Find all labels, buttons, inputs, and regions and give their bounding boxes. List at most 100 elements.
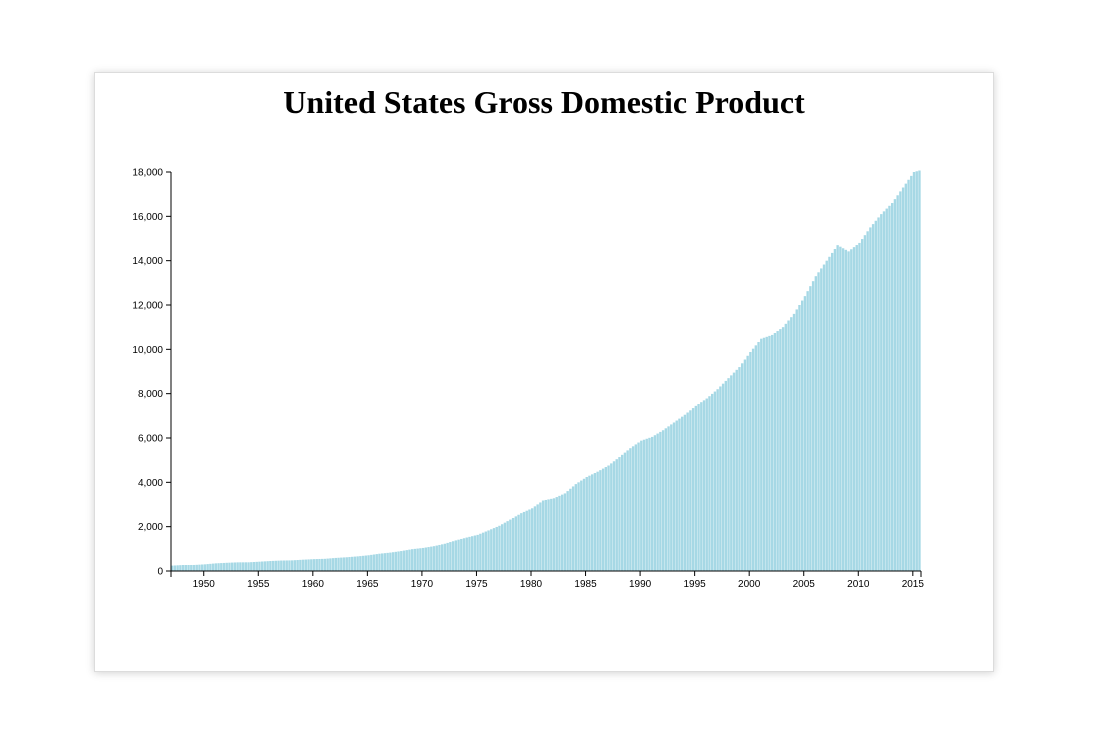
bar	[348, 557, 351, 571]
bar	[400, 551, 403, 571]
bar	[457, 539, 460, 571]
bar	[577, 482, 580, 571]
bar	[411, 549, 414, 571]
bar	[181, 565, 185, 571]
bar	[874, 220, 878, 571]
bar	[460, 538, 463, 571]
bar	[702, 400, 706, 571]
bar	[629, 448, 632, 571]
bar	[814, 276, 818, 571]
bar	[258, 561, 261, 571]
bar	[735, 369, 738, 571]
chart-title: United States Gross Domestic Product	[283, 84, 805, 120]
y-tick-label: 4,000	[138, 478, 163, 489]
bar	[803, 296, 807, 571]
bar	[730, 375, 733, 571]
bar	[801, 300, 804, 571]
bar	[241, 562, 245, 571]
bar	[615, 459, 618, 571]
bar	[228, 562, 231, 571]
bar	[468, 536, 471, 571]
bar	[386, 552, 389, 571]
bar	[749, 351, 752, 571]
bar	[476, 534, 479, 571]
bar	[547, 499, 550, 571]
bar	[847, 251, 850, 572]
bar	[345, 557, 348, 571]
bar	[528, 509, 531, 571]
bar	[435, 545, 438, 571]
bar	[648, 437, 651, 571]
bar	[280, 560, 283, 571]
bar	[492, 528, 496, 571]
bar	[424, 547, 428, 571]
bar	[631, 446, 635, 571]
bar	[719, 386, 722, 571]
bar	[771, 334, 774, 571]
bar	[667, 426, 670, 571]
bar	[825, 260, 828, 571]
bar	[446, 542, 449, 571]
bar	[443, 543, 447, 571]
bar	[751, 348, 755, 571]
bar	[539, 502, 542, 571]
bar	[252, 562, 256, 571]
bar	[274, 560, 278, 571]
bar	[757, 342, 760, 571]
bar	[449, 542, 452, 571]
bar	[271, 560, 275, 571]
bar	[760, 338, 763, 571]
bar	[582, 478, 586, 571]
bar	[408, 549, 411, 571]
bar	[642, 439, 646, 571]
bar	[495, 526, 498, 571]
bar	[550, 498, 553, 571]
bar	[850, 249, 853, 571]
bar	[686, 412, 689, 571]
bar	[375, 554, 378, 571]
bar	[918, 170, 921, 571]
bar	[571, 486, 575, 571]
y-tick-label: 10,000	[132, 345, 163, 356]
bar	[912, 172, 916, 571]
bar	[192, 564, 196, 571]
bar	[195, 564, 198, 571]
bar	[222, 562, 226, 571]
x-tick-label: 1975	[465, 579, 488, 590]
bar	[839, 246, 842, 571]
bar	[852, 247, 856, 571]
x-tick-label: 1950	[193, 579, 216, 590]
bar	[861, 239, 864, 572]
bar	[501, 524, 504, 571]
bar	[672, 422, 676, 571]
bar	[863, 235, 867, 571]
bar	[201, 564, 204, 571]
y-tick-label: 6,000	[138, 434, 163, 445]
bar	[689, 410, 692, 571]
bar	[430, 546, 433, 571]
bar	[828, 256, 831, 571]
x-tick-label: 2015	[902, 579, 925, 590]
bar	[555, 497, 558, 571]
bar	[383, 553, 387, 571]
bar	[871, 224, 875, 571]
bar	[179, 565, 182, 571]
bar	[790, 317, 793, 571]
bar	[438, 544, 441, 571]
bar	[293, 560, 297, 571]
y-tick-label: 18,000	[132, 168, 163, 179]
chart-card: United States Gross Domestic Product 0 2,…	[94, 72, 994, 672]
bar	[509, 519, 512, 571]
bar	[612, 461, 616, 571]
bar	[405, 550, 408, 571]
bar	[831, 252, 834, 571]
bar	[506, 521, 509, 572]
bar	[337, 557, 340, 571]
bar	[451, 541, 455, 571]
bar	[697, 404, 700, 571]
bar	[664, 428, 668, 571]
bar	[211, 563, 215, 571]
bar	[822, 264, 826, 571]
bar	[681, 416, 684, 571]
bar	[432, 546, 436, 571]
